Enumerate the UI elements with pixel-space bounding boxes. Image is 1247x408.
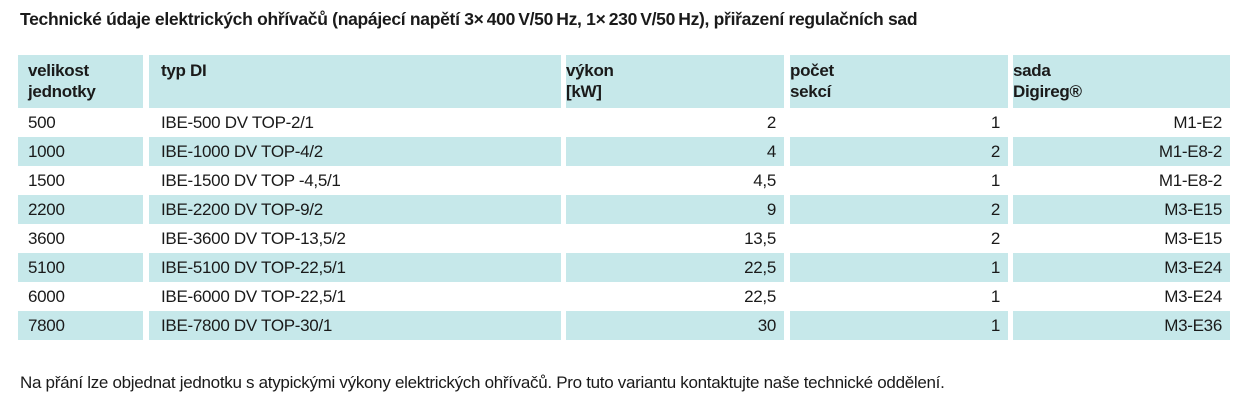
table-cell: 1: [784, 253, 1008, 282]
table-cell: M3-E15: [1008, 195, 1230, 224]
table-cell: IBE-3600 DV TOP-13,5/2: [143, 224, 561, 253]
column-header-label: [kW]: [566, 82, 602, 101]
table-cell: 2200: [18, 195, 143, 224]
table-cell: 1: [784, 282, 1008, 311]
column-header-label: typ DI: [161, 61, 207, 80]
table-row: 1000 IBE-1000 DV TOP-4/2 4 2 M1-E8-2: [18, 137, 1230, 166]
column-header-power-kw: výkon [kW]: [561, 55, 784, 108]
table-cell: M3-E15: [1008, 224, 1230, 253]
heaters-table: velikost jednotky typ DI výkon [kW] poče…: [18, 55, 1230, 340]
table-cell: IBE-7800 DV TOP-30/1: [143, 311, 561, 340]
table-cell: IBE-6000 DV TOP-22,5/1: [143, 282, 561, 311]
table-cell: M1-E8-2: [1008, 137, 1230, 166]
table-row: 500 IBE-500 DV TOP-2/1 2 1 M1-E2: [18, 108, 1230, 137]
table-cell: 4,5: [561, 166, 784, 195]
table-cell: 4: [561, 137, 784, 166]
column-header-label: velikost: [28, 61, 89, 80]
table-cell: M1-E2: [1008, 108, 1230, 137]
table-cell: M3-E36: [1008, 311, 1230, 340]
column-header-label: Digireg®: [1013, 82, 1082, 101]
table-cell: 1500: [18, 166, 143, 195]
table-cell: 2: [784, 224, 1008, 253]
table-cell: 2: [784, 195, 1008, 224]
column-header-label: sekcí: [790, 82, 832, 101]
table-cell: 1: [784, 166, 1008, 195]
table-cell: 1000: [18, 137, 143, 166]
column-header-label: počet: [790, 61, 834, 80]
column-header-label: jednotky: [28, 82, 96, 101]
column-header-unit-size: velikost jednotky: [18, 55, 143, 108]
table-cell: IBE-5100 DV TOP-22,5/1: [143, 253, 561, 282]
table-cell: 3600: [18, 224, 143, 253]
table-body: 500 IBE-500 DV TOP-2/1 2 1 M1-E2 1000 IBE-1000…: [18, 108, 1230, 340]
table-cell: 2: [784, 137, 1008, 166]
table-cell: 1: [784, 311, 1008, 340]
table-cell: 22,5: [561, 253, 784, 282]
table-cell: 2: [561, 108, 784, 137]
table-cell: 5100: [18, 253, 143, 282]
table-cell: 9: [561, 195, 784, 224]
table-cell: M1-E8-2: [1008, 166, 1230, 195]
table-cell: 22,5: [561, 282, 784, 311]
column-header-digireg-set: sada Digireg®: [1008, 55, 1230, 108]
column-header-label: sada: [1013, 61, 1051, 80]
table-row: 7800 IBE-7800 DV TOP-30/1 30 1 M3-E36: [18, 311, 1230, 340]
table-header-row: velikost jednotky typ DI výkon [kW] poče…: [18, 55, 1230, 108]
table-cell: IBE-1500 DV TOP -4,5/1: [143, 166, 561, 195]
table-cell: 1: [784, 108, 1008, 137]
table-cell: 13,5: [561, 224, 784, 253]
column-header-label: výkon: [566, 61, 614, 80]
table-cell: IBE-2200 DV TOP-9/2: [143, 195, 561, 224]
table-row: 5100 IBE-5100 DV TOP-22,5/1 22,5 1 M3-E24: [18, 253, 1230, 282]
table-row: 3600 IBE-3600 DV TOP-13,5/2 13,5 2 M3-E15: [18, 224, 1230, 253]
page-title: Technické údaje elektrických ohřívačů (n…: [20, 9, 918, 29]
table-cell: 30: [561, 311, 784, 340]
footer-note: Na přání lze objednat jednotku s atypick…: [20, 373, 945, 392]
table-row: 2200 IBE-2200 DV TOP-9/2 9 2 M3-E15: [18, 195, 1230, 224]
table-row: 6000 IBE-6000 DV TOP-22,5/1 22,5 1 M3-E24: [18, 282, 1230, 311]
table-header: velikost jednotky typ DI výkon [kW] poče…: [18, 55, 1230, 108]
table-cell: 6000: [18, 282, 143, 311]
table-cell: 500: [18, 108, 143, 137]
table-cell: M3-E24: [1008, 282, 1230, 311]
column-header-section-count: počet sekcí: [784, 55, 1008, 108]
table-cell: IBE-1000 DV TOP-4/2: [143, 137, 561, 166]
column-header-type-di: typ DI: [143, 55, 561, 108]
table-row: 1500 IBE-1500 DV TOP -4,5/1 4,5 1 M1-E8-2: [18, 166, 1230, 195]
table-cell: M3-E24: [1008, 253, 1230, 282]
table-cell: 7800: [18, 311, 143, 340]
table-cell: IBE-500 DV TOP-2/1: [143, 108, 561, 137]
